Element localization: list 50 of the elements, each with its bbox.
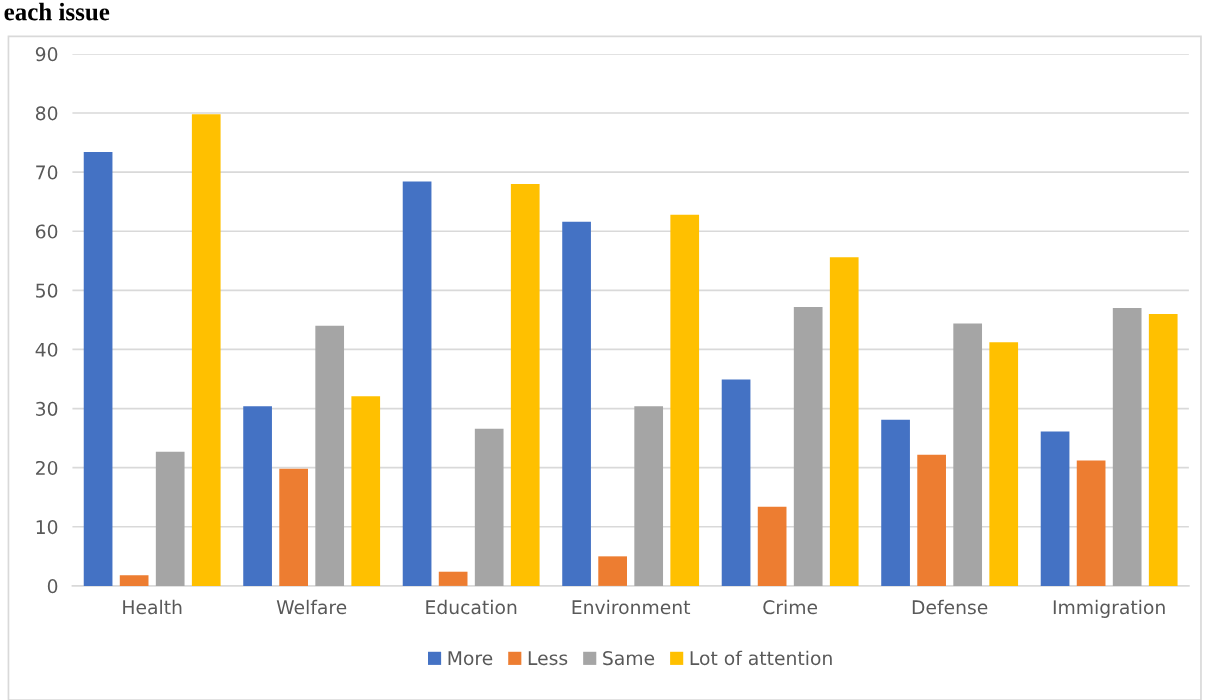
bar: [1040, 431, 1070, 586]
y-tick-label: 60: [35, 224, 58, 239]
x-tick-label: Environment: [572, 599, 691, 615]
bar: [598, 556, 627, 586]
bar: [757, 506, 787, 586]
bar: [402, 181, 432, 586]
x-tick-label: Defense: [912, 599, 988, 615]
y-tick-label: 10: [36, 520, 58, 535]
y-tick-label: 40: [35, 342, 58, 357]
y-tick-label: 90: [35, 47, 58, 62]
legend-label: More: [448, 651, 493, 666]
y-tick-label: 20: [36, 460, 58, 476]
y-tick-label: 30: [36, 401, 58, 416]
bar: [670, 214, 700, 586]
bar: [243, 406, 272, 586]
bar: [119, 575, 149, 586]
bar: [315, 325, 345, 586]
bar: [351, 396, 381, 586]
x-tick-label: Welfare: [276, 599, 347, 615]
bar: [562, 221, 591, 586]
bar: [881, 419, 910, 586]
bar: [510, 183, 540, 586]
bar: [279, 468, 308, 586]
bar: [474, 428, 504, 586]
bar: [1112, 308, 1142, 586]
bar: [953, 323, 983, 586]
x-tick-label: Crime: [763, 599, 818, 615]
y-tick-label: 50: [36, 283, 58, 298]
bar: [1148, 313, 1178, 586]
bar: [438, 571, 468, 586]
legend-label: Same: [603, 650, 655, 666]
x-tick-label: Health: [123, 599, 182, 615]
bar: [721, 379, 751, 586]
bar: [83, 152, 113, 586]
legend-label: Lot of attention: [690, 650, 832, 666]
bar: [829, 257, 859, 586]
bar: [155, 451, 185, 586]
legend-label: Less: [528, 651, 568, 666]
y-tick-label: 70: [36, 165, 58, 180]
chart-title: each issue: [4, 2, 110, 21]
x-tick-label: Education: [426, 599, 517, 615]
bar: [793, 306, 823, 586]
bar: [1076, 460, 1106, 586]
bar: [989, 342, 1019, 586]
y-tick-label: 80: [35, 106, 58, 121]
x-tick-label: Immigration: [1053, 599, 1165, 618]
y-tick-label: 0: [47, 579, 58, 594]
bar: [191, 114, 221, 586]
bar: [917, 454, 946, 586]
bar: [634, 406, 664, 586]
